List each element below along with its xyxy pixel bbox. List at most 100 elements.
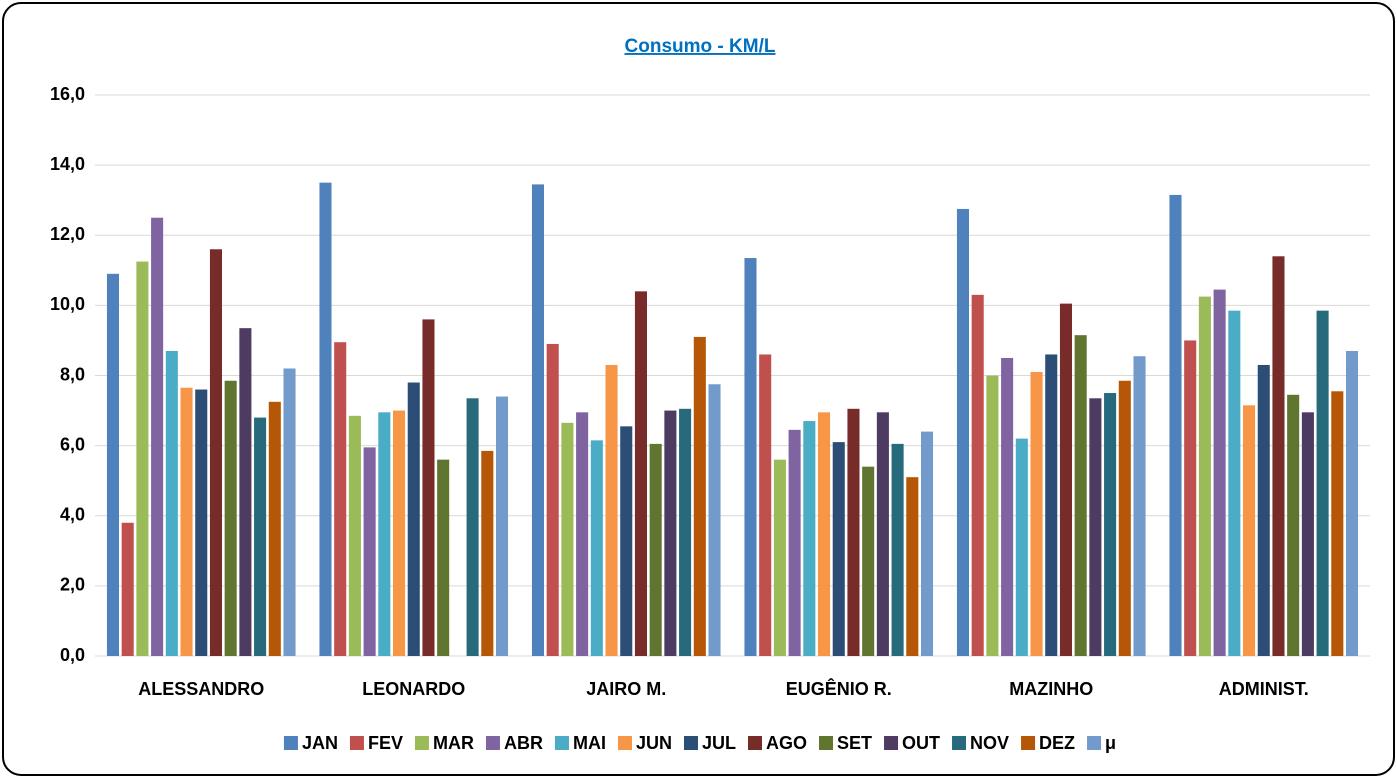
bar: [224, 380, 237, 656]
bar: [393, 410, 406, 656]
bar: [1104, 393, 1117, 656]
y-tick-label: 8,0: [60, 364, 85, 384]
bar: [531, 184, 545, 657]
legend-label: MAR: [433, 733, 474, 753]
bar: [862, 466, 875, 656]
bar: [180, 387, 193, 656]
bar: [590, 440, 603, 656]
legend-swatch: [1021, 736, 1036, 750]
bar: [634, 291, 647, 656]
legend-label: ABR: [504, 733, 543, 753]
bar: [1287, 394, 1300, 656]
x-tick-label: LEONARDO: [362, 679, 465, 699]
bar: [1001, 357, 1014, 656]
bar: [466, 398, 479, 656]
y-tick-label: 14,0: [50, 154, 85, 174]
legend-swatch: [683, 736, 698, 750]
y-tick-label: 16,0: [50, 84, 85, 104]
y-tick-label: 4,0: [60, 505, 85, 525]
legend-label: JAN: [302, 733, 338, 753]
bar: [1059, 303, 1072, 656]
bar: [1089, 398, 1102, 656]
bar: [1257, 364, 1270, 656]
bar: [1345, 350, 1359, 656]
bar: [334, 342, 347, 656]
y-tick-label: 12,0: [50, 224, 85, 244]
bar: [378, 412, 391, 656]
bar: [744, 258, 757, 656]
legend-label: NOV: [970, 733, 1009, 753]
legend-swatch: [554, 736, 569, 750]
bar: [195, 389, 208, 656]
bar: [407, 382, 420, 656]
bar: [1301, 412, 1314, 656]
bar: [708, 384, 721, 656]
legend-swatch: [414, 736, 429, 750]
bar: [1118, 380, 1131, 656]
bar: [803, 421, 816, 656]
legend-label: μ: [1105, 733, 1116, 753]
bar: [561, 422, 574, 656]
legend-swatch: [819, 736, 834, 750]
legend-swatch: [283, 736, 298, 750]
bar: [1133, 356, 1146, 656]
bar: [1015, 438, 1028, 656]
bar: [1213, 289, 1226, 656]
bar: [876, 412, 889, 656]
bar: [1228, 310, 1241, 656]
legend-swatch: [884, 736, 899, 750]
bar: [363, 447, 376, 656]
bar: [268, 401, 281, 656]
bar: [576, 412, 589, 656]
bar: [1316, 310, 1329, 656]
y-tick-label: 10,0: [50, 294, 85, 314]
bar: [788, 429, 801, 656]
legend: JAN FEV MAR ABR MAI JUN JUL AGO SET OUT NOV DEZ μ: [283, 733, 1116, 753]
legend-label: AGO: [766, 733, 807, 753]
bar: [1272, 256, 1285, 656]
x-tick-label: ADMINIST.: [1219, 679, 1309, 699]
bar: [1184, 340, 1197, 656]
x-tick-label: EUGÊNIO R.: [786, 678, 892, 699]
bar: [971, 294, 984, 656]
bar: [495, 396, 509, 656]
legend-label: OUT: [902, 733, 940, 753]
bar: [165, 350, 178, 656]
legend-swatch: [349, 736, 364, 750]
chart-title: Consumo - KM/L: [625, 36, 776, 57]
bar: [818, 412, 831, 656]
bar: [319, 182, 332, 656]
bar: [906, 477, 919, 656]
bar: [1198, 296, 1211, 656]
bar: [1030, 371, 1043, 656]
bar: [136, 261, 149, 656]
bar: [773, 459, 786, 656]
y-tick-label: 2,0: [60, 575, 85, 595]
bar: [956, 208, 970, 656]
legend-label: MAI: [573, 733, 606, 753]
bar: [620, 426, 633, 656]
bar: [106, 273, 120, 656]
bar: [1169, 194, 1182, 656]
bar: [832, 442, 845, 656]
bar: [239, 328, 252, 656]
bar: [209, 249, 222, 656]
legend-swatch: [748, 736, 762, 750]
legend-label: JUN: [636, 733, 672, 753]
bar: [693, 336, 706, 656]
bar: [1331, 391, 1344, 656]
x-tick-label: ALESSANDRO: [138, 679, 264, 699]
legend-swatch: [617, 736, 632, 750]
bar: [481, 450, 494, 656]
bar: [649, 443, 662, 656]
bar: [1045, 354, 1058, 656]
bar: [254, 417, 267, 656]
bar: [605, 364, 618, 656]
bar: [151, 217, 164, 656]
legend-swatch: [485, 736, 500, 750]
bar: [1243, 405, 1256, 656]
bar: [920, 431, 934, 656]
legend-label: JUL: [702, 733, 736, 753]
legend-label: SET: [837, 733, 872, 753]
